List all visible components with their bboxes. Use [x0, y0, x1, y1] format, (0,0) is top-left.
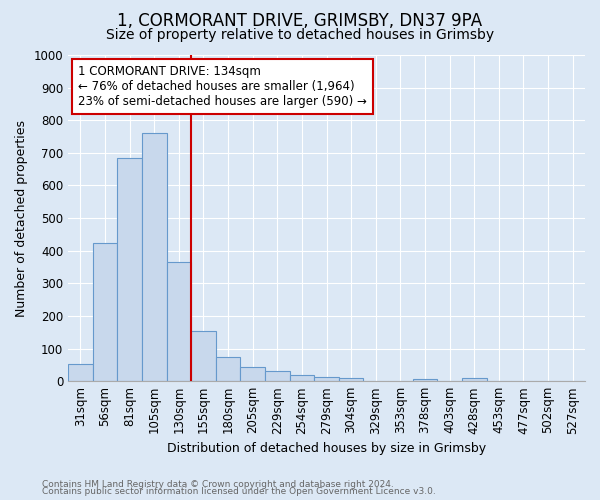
Bar	[142, 134, 167, 381]
Y-axis label: Number of detached properties: Number of detached properties	[15, 120, 28, 316]
Bar	[92, 242, 117, 381]
Bar	[167, 262, 191, 381]
Bar	[339, 378, 364, 381]
Bar	[265, 372, 290, 381]
Bar	[314, 378, 339, 381]
Text: 1 CORMORANT DRIVE: 134sqm
← 76% of detached houses are smaller (1,964)
23% of se: 1 CORMORANT DRIVE: 134sqm ← 76% of detac…	[79, 65, 367, 108]
Bar	[241, 368, 265, 381]
Bar	[191, 330, 216, 381]
Bar	[68, 364, 92, 381]
Bar	[413, 378, 437, 381]
Text: Contains HM Land Registry data © Crown copyright and database right 2024.: Contains HM Land Registry data © Crown c…	[42, 480, 394, 489]
Bar	[216, 356, 241, 381]
X-axis label: Distribution of detached houses by size in Grimsby: Distribution of detached houses by size …	[167, 442, 486, 455]
Bar	[462, 378, 487, 381]
Bar	[290, 376, 314, 381]
Bar	[117, 158, 142, 381]
Text: Size of property relative to detached houses in Grimsby: Size of property relative to detached ho…	[106, 28, 494, 42]
Text: 1, CORMORANT DRIVE, GRIMSBY, DN37 9PA: 1, CORMORANT DRIVE, GRIMSBY, DN37 9PA	[118, 12, 482, 30]
Text: Contains public sector information licensed under the Open Government Licence v3: Contains public sector information licen…	[42, 488, 436, 496]
